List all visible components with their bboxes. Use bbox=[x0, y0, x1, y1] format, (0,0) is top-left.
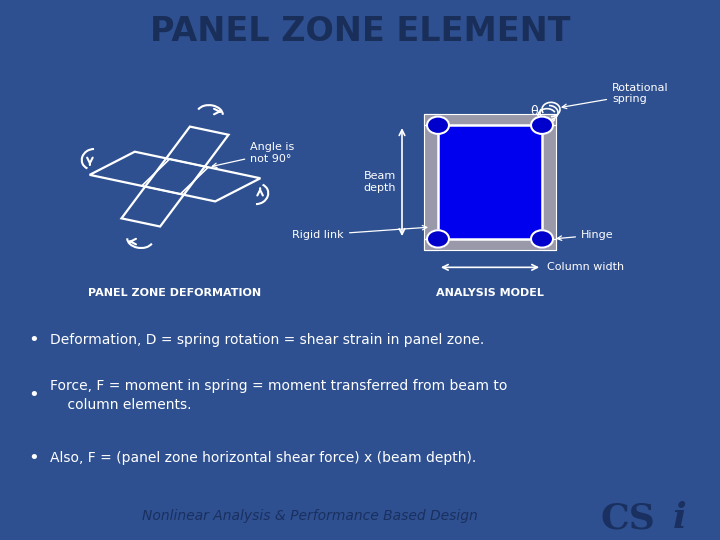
Text: ANALYSIS MODEL: ANALYSIS MODEL bbox=[436, 288, 544, 298]
Text: CS: CS bbox=[600, 501, 655, 535]
Circle shape bbox=[427, 230, 449, 248]
Text: Rotational
spring: Rotational spring bbox=[562, 83, 669, 109]
Text: •: • bbox=[28, 387, 39, 404]
Bar bbox=[438, 125, 542, 239]
Text: •: • bbox=[28, 331, 39, 349]
Text: Nonlinear Analysis & Performance Based Design: Nonlinear Analysis & Performance Based D… bbox=[142, 509, 477, 523]
Text: Beam
depth: Beam depth bbox=[364, 171, 396, 193]
Circle shape bbox=[531, 230, 553, 248]
Text: Also, F = (panel zone horizontal shear force) x (beam depth).: Also, F = (panel zone horizontal shear f… bbox=[50, 451, 476, 465]
Bar bbox=[424, 114, 438, 250]
Bar bbox=[438, 125, 542, 239]
Text: θ: θ bbox=[530, 105, 538, 118]
Bar bbox=[542, 114, 556, 250]
Circle shape bbox=[427, 117, 449, 134]
Circle shape bbox=[531, 117, 553, 134]
Text: •: • bbox=[28, 449, 39, 467]
Text: PANEL ZONE ELEMENT: PANEL ZONE ELEMENT bbox=[150, 15, 570, 48]
Text: Rigid link: Rigid link bbox=[292, 226, 427, 240]
Bar bbox=[424, 114, 556, 125]
Text: PANEL ZONE DEFORMATION: PANEL ZONE DEFORMATION bbox=[89, 288, 261, 298]
Text: Hinge: Hinge bbox=[557, 230, 613, 240]
Text: Column width: Column width bbox=[547, 262, 624, 272]
Bar bbox=[424, 239, 556, 250]
Text: Deformation, D = spring rotation = shear strain in panel zone.: Deformation, D = spring rotation = shear… bbox=[50, 333, 485, 347]
Text: i: i bbox=[673, 501, 687, 535]
Text: Force, F = moment in spring = moment transferred from beam to
    column element: Force, F = moment in spring = moment tra… bbox=[50, 379, 508, 412]
Text: Angle is
not 90°: Angle is not 90° bbox=[212, 142, 294, 167]
